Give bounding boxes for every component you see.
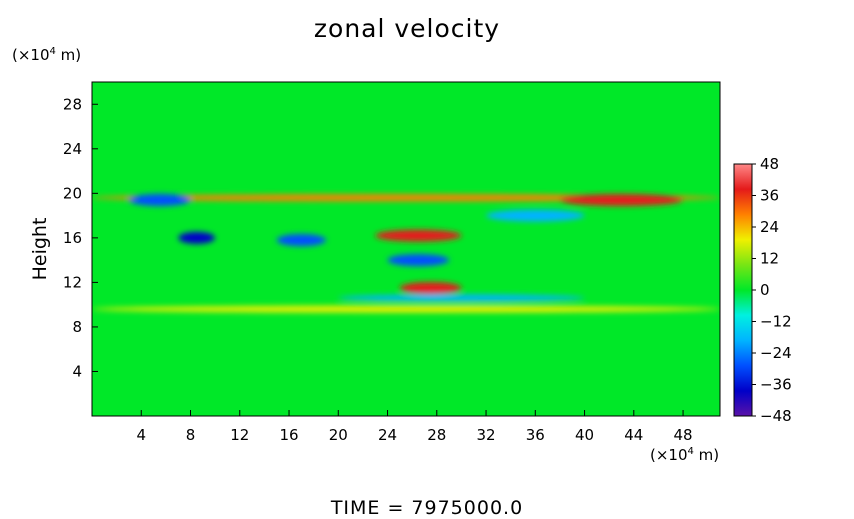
- heatmap-feature-8: [486, 209, 585, 222]
- heatmap-feature-4: [276, 234, 326, 247]
- y-tick-label: 20: [63, 184, 82, 202]
- x-tick-label: 40: [575, 426, 594, 444]
- heatmap-feature-3: [178, 231, 216, 244]
- x-tick-label: 36: [526, 426, 545, 444]
- x-tick-label: 4: [136, 426, 146, 444]
- heatmap-feature-7: [399, 281, 462, 294]
- heatmap-feature-1: [559, 194, 684, 207]
- y-tick-label: 12: [63, 273, 82, 291]
- colorbar-tick-label: 0: [760, 281, 770, 299]
- heatmap-feature-2: [128, 194, 191, 207]
- x-tick-label: 20: [329, 426, 348, 444]
- heatmap-feature-10: [338, 294, 585, 302]
- colorbar-tick-label: 24: [760, 218, 779, 236]
- y-tick-label: 16: [63, 229, 82, 247]
- plot-area: [92, 82, 720, 416]
- y-tick-label: 8: [72, 318, 82, 336]
- x-axis-unit: (×104 m): [650, 446, 720, 464]
- plot-background: [92, 82, 720, 416]
- x-tick-label: 32: [476, 426, 495, 444]
- heatmap-feature-9: [92, 305, 720, 313]
- x-tick-label: 48: [674, 426, 693, 444]
- x-tick-label: 24: [378, 426, 397, 444]
- x-tick-label: 8: [186, 426, 196, 444]
- time-label: TIME = 7975000.0: [330, 497, 524, 519]
- plot-frame: [91, 81, 721, 417]
- colorbar-tick-label: 12: [760, 250, 779, 268]
- x-tick-label: 12: [230, 426, 249, 444]
- y-axis-unit: (×104 m): [12, 46, 82, 64]
- y-tick-label: 4: [72, 362, 82, 380]
- heatmap-feature-5: [375, 229, 462, 242]
- colorbar-tick-label: 36: [760, 187, 779, 205]
- colorbar-tick-label: −48: [760, 407, 792, 425]
- y-tick-label: 24: [63, 140, 82, 158]
- x-tick-label: 16: [279, 426, 298, 444]
- colorbar-tick-label: 48: [760, 155, 779, 173]
- chart-title: zonal velocity: [313, 14, 501, 43]
- heatmap-feature-6: [387, 254, 450, 267]
- y-tick-label: 28: [63, 95, 82, 113]
- colorbar-tick-label: −36: [760, 376, 792, 394]
- colorbar-scale: [733, 163, 753, 417]
- colorbar-tick-label: −12: [760, 313, 792, 331]
- x-tick-label: 44: [624, 426, 643, 444]
- x-tick-label: 28: [427, 426, 446, 444]
- colorbar: 48 36 24 12 0 −12 −24 −36 −48: [733, 155, 792, 425]
- colorbar-tick-label: −24: [760, 344, 792, 362]
